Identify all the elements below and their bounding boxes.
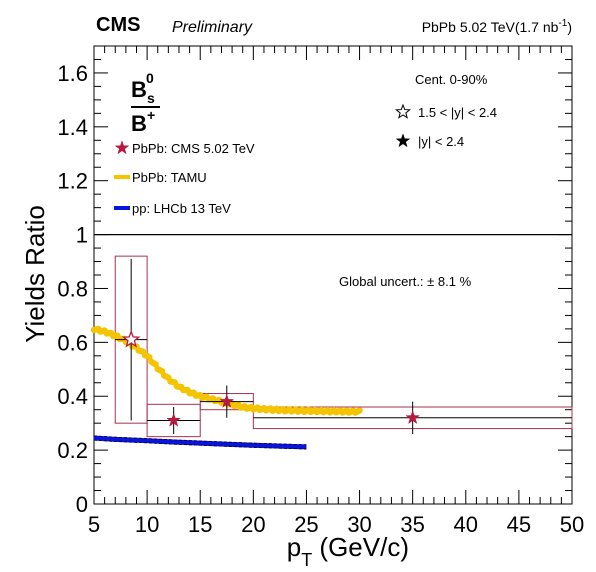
x-axis-title-sub: T — [301, 550, 312, 570]
lhcb-line — [93, 435, 307, 450]
energy-suffix: ) — [567, 19, 572, 35]
legend-lhcb-label: pp: LHCb 13 TeV — [132, 201, 231, 216]
experiment-label: CMS — [96, 14, 140, 36]
filled-marker-label: |y| < 2.4 — [418, 134, 464, 149]
legend-cms-label: PbPb: CMS 5.02 TeV — [132, 141, 255, 156]
ratio-numerator-sub: s — [147, 90, 155, 106]
y-axis-title: Yields Ratio — [20, 205, 50, 343]
legend-cms-star — [114, 140, 130, 155]
x-tick-label: 35 — [400, 512, 424, 537]
lhcb-band — [93, 435, 307, 450]
lhcb-upper-edge — [93, 435, 307, 446]
legend-cms-marker — [114, 140, 130, 155]
x-tick-label: 10 — [135, 512, 159, 537]
x-tick-labels: 5 10 15 20 25 30 35 40 45 50 — [88, 512, 584, 537]
energy-exponent: -1 — [558, 18, 567, 29]
energy-prefix: PbPb 5.02 TeV(1.7 nb — [422, 19, 559, 35]
y-tick-labels: 0 0.2 0.4 0.6 0.8 1 1.2 1.4 1.6 — [57, 61, 88, 517]
x-tick-label: 25 — [294, 512, 318, 537]
y-tick-label: 0.4 — [57, 384, 88, 409]
y-tick-label: 1.6 — [57, 61, 88, 86]
y-tick-label: 0 — [76, 492, 88, 517]
global-uncertainty-label: Global uncert.: ± 8.1 % — [339, 274, 472, 289]
y-tick-label: 1.4 — [57, 115, 88, 140]
ratio-numerator: B — [131, 77, 147, 102]
x-axis-title-base: p — [287, 532, 301, 562]
ratio-numerator-base: B — [131, 77, 147, 102]
ratio-label: B 0 s B + — [131, 70, 160, 136]
info-box: Cent. 0-90% 1.5 < |y| < 2.4 |y| < 2.4 Gl… — [339, 72, 497, 289]
filled-star-marker — [395, 133, 411, 148]
status-label: Preliminary — [172, 19, 253, 36]
axis-ticks — [93, 45, 573, 505]
cms-filled-star — [219, 393, 235, 408]
x-tick-label: 40 — [454, 512, 478, 537]
x-tick-label: 50 — [560, 512, 584, 537]
open-star-icon — [395, 103, 411, 119]
cms-open-star — [121, 329, 141, 348]
open-marker-label: 1.5 < |y| < 2.4 — [418, 105, 497, 120]
legend: PbPb: CMS 5.02 TeV PbPb: TAMU pp: LHCb 1… — [114, 140, 255, 216]
y-tick-label: 0.2 — [57, 438, 88, 463]
y-tick-label: 0.6 — [57, 330, 88, 355]
y-tick-label: 1 — [76, 223, 88, 248]
plot-frame — [93, 45, 573, 505]
ratio-denominator-sup: + — [147, 107, 155, 123]
x-tick-label: 5 — [88, 512, 100, 537]
x-tick-label: 15 — [188, 512, 212, 537]
cms-filled-star — [166, 412, 182, 427]
x-axis-title: pT (GeV/c) — [287, 532, 409, 570]
energy-label: PbPb 5.02 TeV(1.7 nb-1) — [422, 18, 572, 35]
x-tick-label: 20 — [241, 512, 265, 537]
ratio-denominator-base: B — [131, 111, 147, 136]
open-star-marker — [395, 103, 411, 119]
x-axis-title-suffix: (GeV/c) — [312, 532, 409, 562]
ratio-numerator-sup: 0 — [146, 70, 154, 86]
filled-star-icon — [395, 133, 411, 148]
cms-filled-star — [405, 410, 421, 425]
tamu-point — [356, 407, 363, 414]
legend-tamu-label: PbPb: TAMU — [132, 170, 207, 185]
x-tick-label: 45 — [507, 512, 531, 537]
lhcb-lower-edge — [93, 439, 307, 450]
cms-points — [115, 258, 572, 434]
y-tick-label: 1.2 — [57, 169, 88, 194]
x-tick-label: 30 — [347, 512, 371, 537]
y-tick-label: 0.8 — [57, 276, 88, 301]
centrality-label: Cent. 0-90% — [415, 72, 488, 87]
